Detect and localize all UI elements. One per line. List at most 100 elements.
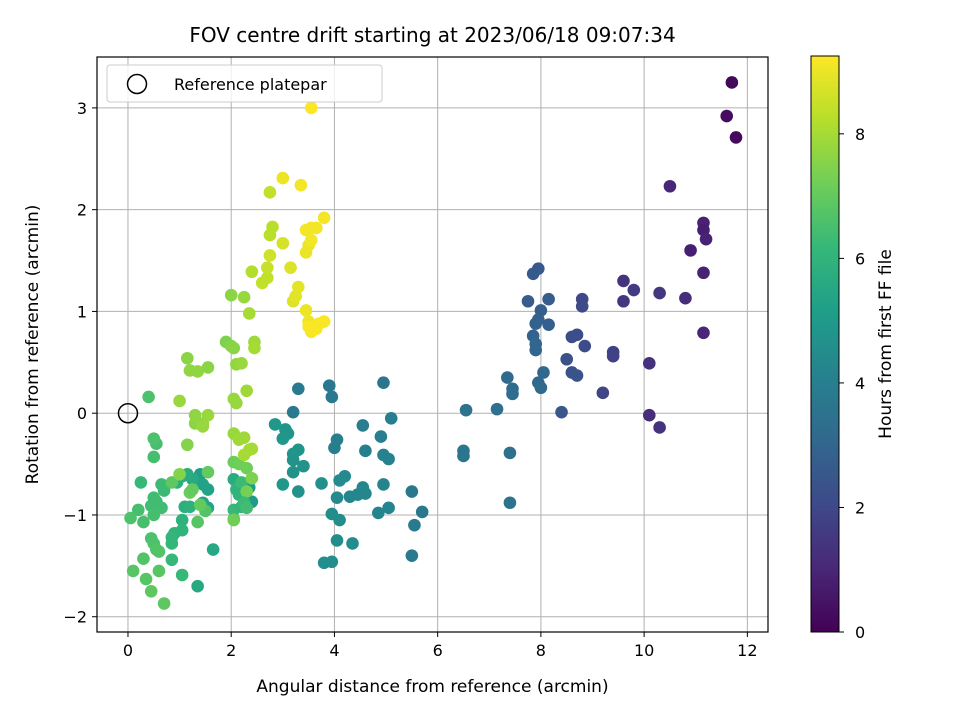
data-point: [276, 171, 290, 185]
data-point: [325, 555, 339, 569]
data-point: [565, 330, 579, 344]
data-point: [534, 381, 548, 395]
data-point: [137, 515, 150, 529]
data-point: [725, 76, 739, 89]
data-point: [147, 450, 161, 464]
data-point: [266, 220, 279, 234]
data-point: [131, 503, 145, 517]
data-point: [235, 476, 248, 489]
data-point: [263, 186, 277, 199]
y-tick-label: 0: [77, 404, 87, 423]
data-point: [346, 537, 359, 550]
data-point: [679, 291, 692, 305]
data-point: [304, 233, 318, 247]
data-point: [165, 553, 179, 567]
data-point: [684, 244, 697, 257]
y-tick-label: 3: [77, 99, 87, 118]
colorbar-gradient: [810, 55, 840, 633]
data-point: [537, 366, 550, 379]
data-point: [292, 485, 305, 498]
data-point: [206, 543, 220, 556]
x-tick-label: 0: [123, 641, 133, 660]
data-point: [181, 438, 194, 452]
data-point: [152, 564, 166, 578]
legend-box: [106, 64, 383, 103]
data-point: [405, 485, 419, 498]
data-point: [137, 552, 150, 566]
data-point: [382, 501, 395, 515]
data-point: [268, 418, 282, 431]
data-point: [237, 431, 251, 444]
data-point: [181, 351, 194, 365]
colorbar-tick-label: 4: [855, 374, 865, 393]
x-tick-label: 8: [536, 641, 546, 660]
data-point: [333, 513, 346, 527]
chart-title: FOV centre drift starting at 2023/06/18 …: [189, 23, 675, 47]
data-point: [261, 261, 274, 274]
data-point: [157, 597, 171, 610]
data-point: [147, 508, 161, 522]
data-point: [292, 382, 305, 396]
data-point: [186, 483, 199, 496]
data-point: [191, 515, 204, 529]
data-point: [542, 318, 555, 331]
data-point: [617, 294, 630, 308]
data-point: [175, 513, 189, 527]
y-tick-label: −1: [63, 506, 87, 525]
data-point: [627, 283, 641, 297]
reference-platepar-marker: [117, 402, 139, 424]
data-point: [503, 446, 517, 460]
data-point: [284, 261, 297, 274]
data-point: [529, 343, 543, 357]
data-point: [359, 444, 372, 458]
data-point: [144, 584, 158, 598]
data-point: [330, 491, 344, 504]
colorbar: 0 2 4 6 8 Hours from first FF file: [810, 55, 896, 642]
data-point: [157, 484, 171, 497]
data-point: [191, 579, 204, 593]
data-point: [617, 274, 630, 288]
data-point: [382, 452, 395, 466]
data-point: [384, 411, 398, 425]
data-point: [521, 294, 535, 308]
data-point: [317, 315, 331, 328]
colorbar-tick-label: 0: [855, 623, 865, 642]
data-point: [240, 501, 253, 515]
colorbar-tick-label: 6: [855, 249, 865, 268]
data-point: [317, 211, 331, 225]
data-point: [245, 472, 259, 485]
data-point: [139, 572, 153, 586]
data-point: [286, 465, 300, 479]
data-point: [526, 267, 540, 281]
data-point: [294, 178, 308, 192]
data-point: [377, 478, 390, 491]
data-point: [697, 326, 710, 340]
data-point: [642, 408, 656, 422]
data-point: [201, 465, 215, 479]
plot-frame: [96, 56, 769, 633]
data-point: [642, 357, 656, 370]
data-point: [276, 478, 290, 491]
data-point: [276, 432, 290, 445]
y-axis-label: Rotation from reference (arcmin): [23, 205, 43, 485]
data-point: [201, 483, 215, 496]
x-axis-label: Angular distance from reference (arcmin): [256, 677, 608, 697]
data-point: [152, 545, 166, 558]
data-point: [126, 564, 140, 578]
data-point: [372, 506, 385, 520]
colorbar-ticks: 0 2 4 6 8: [839, 125, 865, 642]
x-tick-label: 12: [737, 641, 757, 660]
data-point: [729, 131, 743, 144]
data-point: [134, 476, 148, 489]
data-point: [224, 288, 238, 302]
data-point: [292, 280, 305, 294]
data-point: [415, 505, 429, 519]
data-point: [230, 396, 243, 410]
y-tick-label: 1: [77, 302, 87, 321]
data-point: [697, 266, 710, 280]
data-point: [240, 384, 253, 398]
data-point: [408, 518, 421, 532]
data-point: [596, 386, 610, 400]
data-point: [165, 537, 179, 550]
